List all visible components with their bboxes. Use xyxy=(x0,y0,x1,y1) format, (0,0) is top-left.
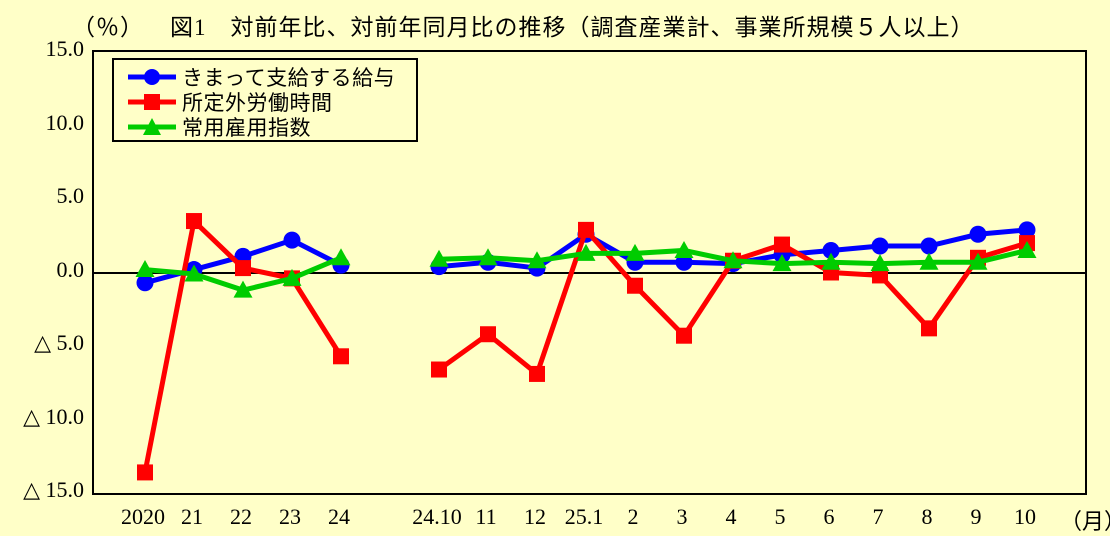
x-axis-tick-label: 9 xyxy=(970,504,982,529)
legend-sample-triangle-icon xyxy=(128,117,176,135)
circle-marker-icon xyxy=(822,241,840,259)
y-axis-tick-label: 5.0 xyxy=(56,182,85,208)
chart-title: （％） 図1 対前年比、対前年同月比の推移（調査産業計、事業所規模５人以上） xyxy=(72,8,975,42)
chart-canvas xyxy=(135,213,1037,481)
square-marker-icon xyxy=(627,277,643,294)
square-marker-icon xyxy=(676,327,692,344)
square-marker-icon xyxy=(235,260,251,277)
y-axis-unit-label: （％） xyxy=(72,15,144,40)
circle-marker-icon xyxy=(675,253,693,271)
circle-marker-icon xyxy=(969,225,987,243)
y-axis-tick-label: △ 15.0 xyxy=(23,476,84,502)
square-marker-icon xyxy=(480,326,496,343)
legend-box: きまって支給する給与 所定外労働時間 常用雇用指数 xyxy=(112,58,418,142)
x-axis-tick-label: 21 xyxy=(181,504,203,529)
x-axis-tick-label: 7 xyxy=(872,504,884,529)
legend-label: 所定外労働時間 xyxy=(182,90,333,115)
circle-marker-icon xyxy=(920,237,938,255)
legend-item: 常用雇用指数 xyxy=(126,114,416,140)
x-axis-tick-label: 24 xyxy=(328,504,350,529)
x-axis-tick-label: 12 xyxy=(524,504,546,529)
x-axis-tick-label: 23 xyxy=(279,504,301,529)
x-axis-tick-label: 5 xyxy=(774,504,786,529)
legend-label: 常用雇用指数 xyxy=(182,115,311,140)
triangle-marker-icon xyxy=(1017,240,1037,258)
zero-baseline xyxy=(94,271,1085,274)
y-axis-tick-label: 10.0 xyxy=(45,109,85,135)
square-marker-icon xyxy=(186,213,202,230)
square-marker-icon xyxy=(144,93,160,110)
triangle-marker-icon xyxy=(429,249,449,267)
square-marker-icon xyxy=(333,348,349,365)
x-axis-tick-label: 22 xyxy=(230,504,252,529)
square-marker-icon xyxy=(578,221,594,238)
triangle-marker-icon xyxy=(919,252,939,270)
square-marker-icon xyxy=(137,464,153,481)
triangle-marker-icon xyxy=(233,280,253,298)
x-axis-tick-label: 2 xyxy=(627,504,639,529)
triangle-marker-icon xyxy=(527,251,547,269)
legend-label: きまって支給する給与 xyxy=(182,65,396,90)
x-axis-tick-label: 2020 xyxy=(121,504,165,529)
square-marker-icon xyxy=(921,320,937,337)
triangle-marker-icon xyxy=(821,252,841,270)
triangle-marker-icon xyxy=(576,243,596,261)
triangle-marker-icon xyxy=(184,264,204,282)
x-axis-tick-label: 8 xyxy=(921,504,933,529)
x-axis-tick-label: 4 xyxy=(725,504,737,529)
x-axis-tick-label: 6 xyxy=(823,504,835,529)
triangle-marker-icon xyxy=(870,254,890,272)
square-marker-icon xyxy=(872,267,888,284)
triangle-marker-icon xyxy=(674,240,694,258)
x-axis-tick-label: 3 xyxy=(676,504,688,529)
triangle-marker-icon xyxy=(143,117,161,135)
legend-sample-circle-icon xyxy=(128,68,176,85)
triangle-marker-icon xyxy=(478,248,498,266)
chart-title-text: 図1 対前年比、対前年同月比の推移（調査産業計、事業所規模５人以上） xyxy=(170,15,975,40)
triangle-marker-icon xyxy=(968,252,988,270)
circle-marker-icon xyxy=(144,68,160,85)
square-marker-icon xyxy=(529,365,545,382)
triangle-marker-icon xyxy=(625,243,645,261)
triangle-marker-icon xyxy=(772,254,792,272)
square-marker-icon xyxy=(774,236,790,253)
triangle-marker-icon xyxy=(331,248,351,266)
triangle-marker-icon xyxy=(723,251,743,269)
plot-area xyxy=(92,50,1087,495)
circle-marker-icon xyxy=(136,274,154,292)
circle-marker-icon xyxy=(871,237,889,255)
triangle-marker-icon xyxy=(135,260,155,278)
legend-item: きまって支給する給与 xyxy=(126,64,416,90)
y-axis-tick-label: 15.0 xyxy=(45,35,85,61)
x-axis-tick-label: 10 xyxy=(1014,504,1036,529)
y-axis-tick-label: 0.0 xyxy=(56,256,85,282)
circle-marker-icon xyxy=(283,231,301,249)
legend-item: 所定外労働時間 xyxy=(126,89,416,115)
y-axis-tick-label: △ 10.0 xyxy=(23,403,84,429)
legend-sample-square-icon xyxy=(128,93,176,110)
y-axis-tick-label: △ 5.0 xyxy=(34,329,84,355)
x-axis-tick-label: 24.10 xyxy=(412,504,462,529)
square-marker-icon xyxy=(431,361,447,378)
x-axis-tick-label: 25.1 xyxy=(564,504,604,529)
triangle-marker-icon xyxy=(282,268,302,286)
x-axis-tick-label: 11 xyxy=(475,504,497,529)
circle-marker-icon xyxy=(1018,221,1036,239)
x-axis-unit-label: （月） xyxy=(1060,509,1110,534)
